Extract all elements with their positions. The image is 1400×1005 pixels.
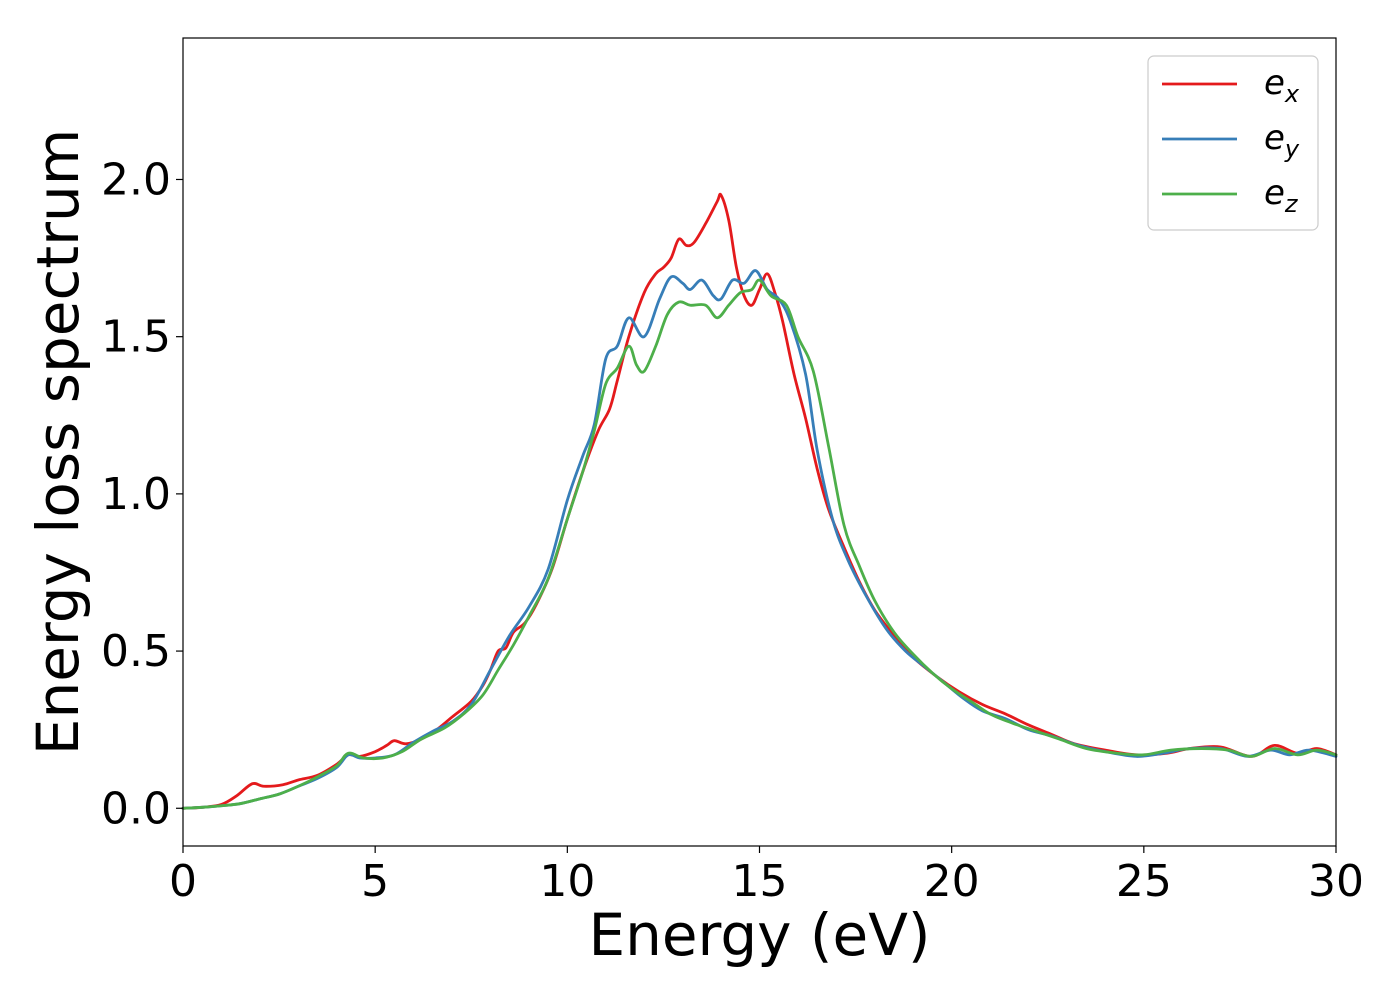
y-tick-label: 1.5 — [101, 312, 171, 363]
series-line-e-z — [181, 278, 1338, 810]
legend-box — [1147, 55, 1319, 231]
series-line-e-x — [181, 192, 1338, 810]
x-tick-label: 0 — [169, 856, 197, 907]
series-layer — [181, 192, 1338, 810]
tick-layer: 0 5 10 15 20 25 30 0.0 0.5 1.0 1.5 2.0 — [101, 154, 1364, 907]
x-tick-label: 15 — [732, 856, 788, 907]
legend-label: ey — [1264, 118, 1300, 163]
x-axis-title: Energy (eV) — [588, 901, 930, 969]
x-tick-label: 20 — [924, 856, 980, 907]
x-tick-label: 10 — [539, 856, 595, 907]
x-tick-label: 25 — [1116, 856, 1172, 907]
legend: ex ey ez — [1147, 55, 1319, 231]
y-tick-label: 0.0 — [101, 783, 171, 834]
y-axis-title: Energy loss spectrum — [24, 129, 92, 755]
legend-items: ex ey ez — [1162, 63, 1300, 218]
legend-label: ez — [1264, 173, 1299, 218]
legend-label: ex — [1264, 63, 1300, 108]
y-tick-label: 1.0 — [101, 469, 171, 520]
y-tick-label: 2.0 — [101, 154, 171, 205]
y-tick-label: 0.5 — [101, 626, 171, 677]
x-tick-label: 5 — [361, 856, 389, 907]
x-tick-label: 30 — [1308, 856, 1364, 907]
